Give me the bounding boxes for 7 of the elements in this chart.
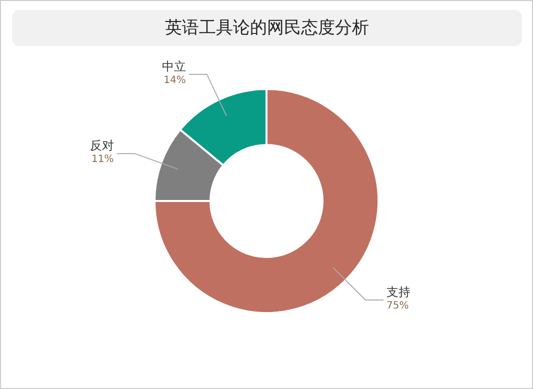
data-label: 11% [92, 154, 114, 166]
slice-label: 反对 [90, 138, 114, 153]
data-label: 14% [164, 74, 186, 86]
chart-title: 英语工具论的网民态度分析 [12, 10, 522, 46]
slice-label: 支持 [386, 285, 410, 300]
data-label: 75% [386, 300, 409, 312]
slice-label: 中立 [162, 59, 186, 74]
